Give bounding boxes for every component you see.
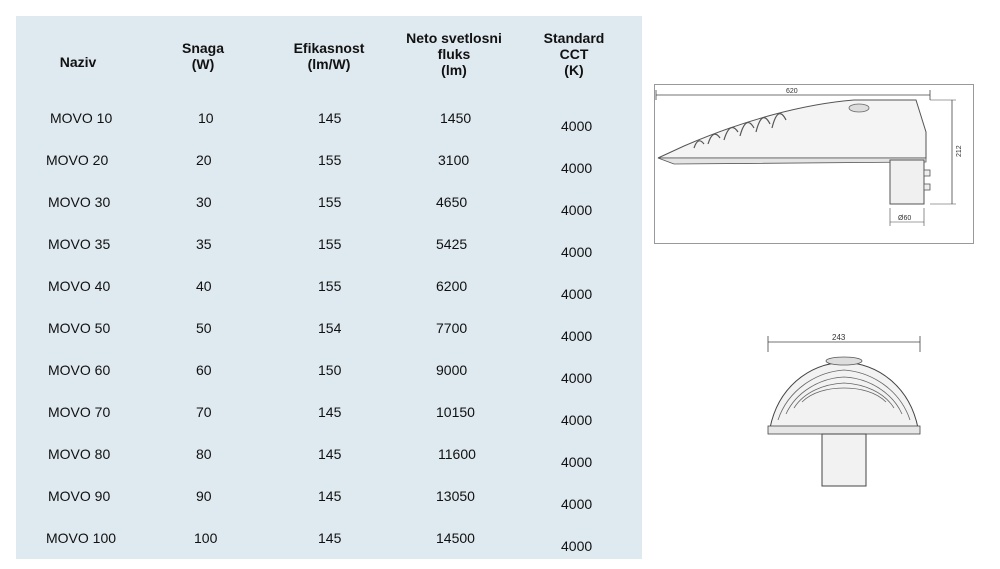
cell-fluks: 9000 [436,362,468,378]
cell-naziv: MOVO 10 [50,110,113,126]
cell-efikasnost: 155 [318,278,342,294]
cell-snaga: 20 [196,152,212,168]
cell-naziv: MOVO 80 [48,446,111,462]
cell-fluks: 10150 [436,404,475,420]
cell-snaga: 90 [196,488,212,504]
header-fluks-line3: (lm) [441,62,467,78]
cell-fluks: 5425 [436,236,468,252]
cell-efikasnost: 155 [318,194,342,210]
cell-cct: 4000 [561,328,593,344]
cell-fluks: 11600 [438,446,476,462]
cell-naziv: MOVO 70 [48,404,111,420]
cell-cct: 4000 [561,496,593,512]
cell-efikasnost: 145 [318,488,342,504]
cell-naziv: MOVO 35 [48,236,111,252]
front-view-drawing: 243 [767,333,921,487]
header-cct-line1: Standard [543,30,605,46]
side-diameter-label: Ø60 [898,215,911,222]
header-fluks: Neto svetlosni fluks (lm) [394,30,514,78]
cell-fluks: 3100 [438,152,470,168]
cell-efikasnost: 145 [318,530,342,546]
header-cct-line2: CCT [559,46,589,62]
cell-cct: 4000 [561,118,593,134]
header-cct-line3: (K) [564,62,584,78]
cell-efikasnost: 155 [318,236,342,252]
cell-naziv: MOVO 60 [48,362,111,378]
cell-efikasnost: 145 [318,446,342,462]
cell-naziv: MOVO 50 [48,320,111,336]
header-fluks-line1: Neto svetlosni [406,30,502,46]
cell-cct: 4000 [561,244,593,260]
cell-naziv: MOVO 40 [48,278,111,294]
cell-cct: 4000 [561,412,593,428]
cell-fluks: 4650 [436,194,468,210]
cell-efikasnost: 155 [318,152,342,168]
header-naziv-text: Naziv [59,54,97,70]
header-snaga: Snaga (W) [168,40,238,72]
cell-cct: 4000 [561,370,593,386]
cell-efikasnost: 154 [318,320,342,336]
cell-cct: 4000 [561,160,593,176]
cell-snaga: 30 [196,194,212,210]
cell-fluks: 6200 [436,278,468,294]
header-snaga-line1: Snaga [181,40,224,56]
side-view-drawing: 620 212 Ø60 [654,84,974,244]
header-efikasnost-line2: (lm/W) [307,56,351,72]
cell-fluks: 1450 [440,110,472,126]
cell-snaga: 10 [198,110,214,126]
header-cct: Standard CCT (K) [529,30,619,78]
header-efikasnost-line1: Efikasnost [293,40,365,56]
cell-snaga: 80 [196,446,212,462]
cell-naziv: MOVO 30 [48,194,111,210]
cell-cct: 4000 [561,286,593,302]
cell-efikasnost: 145 [318,110,342,126]
cell-efikasnost: 145 [318,404,342,420]
header-fluks-line2: fluks [437,46,471,62]
header-efikasnost: Efikasnost (lm/W) [279,40,379,72]
cell-snaga: 100 [194,530,218,546]
cell-naziv: MOVO 100 [46,530,117,546]
side-height-label: 212 [956,145,963,157]
cell-snaga: 40 [196,278,212,294]
cell-fluks: 13050 [436,488,475,504]
side-length-label: 620 [786,88,798,95]
cell-snaga: 70 [196,404,212,420]
cell-efikasnost: 150 [318,362,342,378]
header-naziv: Naziv [48,54,108,70]
front-width-label: 243 [832,333,846,342]
cell-cct: 4000 [561,454,593,470]
cell-snaga: 35 [196,236,212,252]
cell-fluks: 14500 [436,530,475,546]
cell-fluks: 7700 [436,320,468,336]
cell-snaga: 50 [196,320,212,336]
cell-snaga: 60 [196,362,212,378]
specs-table: Naziv Snaga (W) Efikasnost (lm/W) Neto s… [16,16,642,559]
cell-naziv: MOVO 20 [46,152,109,168]
cell-naziv: MOVO 90 [48,488,111,504]
header-snaga-line2: (W) [191,56,215,72]
cell-cct: 4000 [561,538,593,554]
cell-cct: 4000 [561,202,593,218]
